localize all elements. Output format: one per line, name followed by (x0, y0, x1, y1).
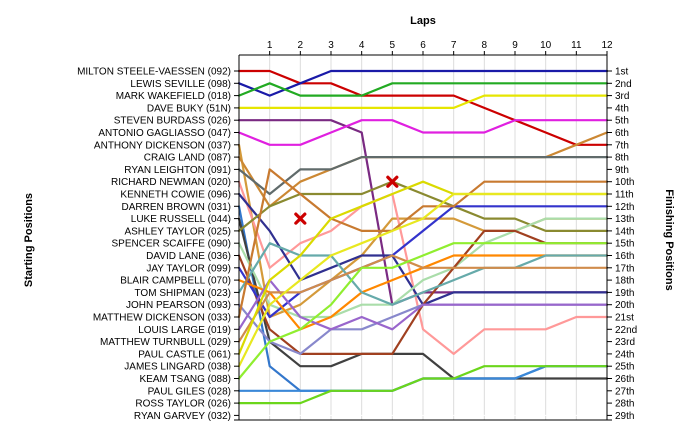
starting-label-15: SPENCER SCAIFFE (090) (112, 239, 231, 250)
starting-label-3: MARK WAKEFIELD (018) (116, 91, 231, 102)
starting-label-18: BLAIR CAMPBELL (070) (120, 276, 231, 287)
finishing-label-21: 21st (615, 313, 634, 324)
y-axis-title-right: Finishing Positions (663, 189, 675, 290)
starting-label-17: JAY TAYLOR (099) (146, 263, 231, 274)
series-layer (237, 69, 609, 416)
starting-label-19: TOM SHIPMAN (023) (135, 288, 232, 299)
x-tick-label-10: 10 (540, 40, 552, 51)
finishing-label-1: 1st (615, 67, 629, 78)
series-line-21 (237, 168, 609, 319)
incident-marker-2 (386, 175, 399, 188)
x-tick-label-5: 5 (390, 40, 396, 51)
finishing-label-29: 29th (615, 411, 634, 422)
starting-label-24: PAUL CASTLE (061) (138, 349, 231, 360)
finishing-label-13: 13th (615, 214, 634, 225)
finishing-label-11: 11th (615, 190, 634, 201)
finishing-label-9: 9th (615, 165, 629, 176)
series-line-6 (237, 119, 609, 146)
series-line-13 (237, 217, 609, 380)
starting-label-14: ASHLEY TAYLOR (025) (124, 226, 231, 237)
finishing-label-3: 3rd (615, 91, 629, 102)
finishing-label-16: 16th (615, 251, 634, 262)
finishing-label-6: 6th (615, 128, 629, 139)
x-axis-title: Laps (410, 15, 436, 27)
finishing-label-23: 23rd (615, 337, 635, 348)
starting-label-25: JAMES LINGARD (038) (124, 362, 231, 373)
marker-layer (294, 175, 399, 225)
starting-label-20: JOHN PEARSON (093) (126, 300, 231, 311)
starting-label-2: LEWIS SEVILLE (098) (130, 79, 231, 90)
finishing-label-24: 24th (615, 349, 634, 360)
starting-label-23: MATTHEW TURNBULL (029) (100, 337, 231, 348)
x-tick-label-11: 11 (571, 40, 582, 51)
x-tick-label-12: 12 (601, 40, 613, 51)
finishing-label-27: 27th (615, 386, 634, 397)
finishing-label-14: 14th (615, 226, 634, 237)
starting-label-8: CRAIG LAND (087) (144, 153, 231, 164)
starting-label-26: KEAM TSANG (088) (139, 374, 231, 385)
x-tick-label-6: 6 (420, 40, 426, 51)
incident-marker-1 (294, 212, 307, 225)
starting-label-11: KENNETH COWIE (096) (120, 190, 231, 201)
finishing-label-22: 22nd (615, 325, 637, 336)
series-line-10 (237, 180, 609, 355)
series-line-28 (237, 365, 609, 405)
finishing-label-15: 15th (615, 239, 634, 250)
finishing-label-18: 18th (615, 276, 634, 287)
starting-label-6: ANTONIO GAGLIASSO (047) (98, 128, 231, 139)
starting-label-27: PAUL GILES (028) (148, 386, 231, 397)
series-line-3 (237, 82, 609, 97)
finishing-label-26: 26th (615, 374, 634, 385)
x-tick-label-3: 3 (328, 40, 334, 51)
finishing-label-25: 25th (615, 362, 634, 373)
series-line-22 (237, 279, 609, 331)
series-line-26 (237, 242, 609, 380)
incident-marker-stroke-b (386, 175, 399, 188)
series-line-25 (237, 192, 609, 368)
finishing-label-7: 7th (615, 140, 629, 151)
finishing-label-17: 17th (615, 263, 634, 274)
series-line-9 (237, 156, 609, 196)
starting-label-16: DAVID LANE (036) (146, 251, 231, 262)
finishing-label-28: 28th (615, 399, 634, 410)
x-tick-label-8: 8 (482, 40, 488, 51)
starting-label-4: DAVE BUKY (51N) (147, 103, 231, 114)
x-tick-label-7: 7 (451, 40, 457, 51)
finishing-label-4: 4th (615, 103, 629, 114)
finishing-label-5: 5th (615, 116, 629, 127)
starting-label-1: MILTON STEELE-VAESSEN (092) (77, 67, 231, 78)
starting-label-9: RYAN LEIGHTON (091) (124, 165, 231, 176)
starting-label-28: ROSS TAYLOR (026) (135, 399, 231, 410)
x-tick-label-1: 1 (267, 40, 273, 51)
finishing-label-10: 10th (615, 177, 634, 188)
series-line-23 (237, 254, 609, 343)
starting-label-13: LUKE RUSSELL (044) (131, 214, 231, 225)
finishing-label-12: 12th (615, 202, 634, 213)
finishing-label-2: 2nd (615, 79, 632, 90)
x-tick-label-9: 9 (512, 40, 518, 51)
finishing-label-19: 19th (615, 288, 634, 299)
starting-label-7: ANTHONY DICKENSON (037) (94, 140, 231, 151)
starting-label-29: RYAN GARVEY (032) (134, 411, 231, 422)
starting-label-22: LOUIS LARGE (019) (138, 325, 231, 336)
series-line-2 (237, 69, 609, 97)
finishing-label-20: 20th (615, 300, 634, 311)
finishing-label-8: 8th (615, 153, 629, 164)
starting-label-5: STEVEN BURDASS (026) (114, 116, 231, 127)
starting-label-10: RICHARD NEWMAN (020) (111, 177, 231, 188)
axis-layer (234, 51, 612, 421)
starting-label-12: DARREN BROWN (031) (122, 202, 231, 213)
series-line-4 (237, 94, 609, 110)
x-tick-label-4: 4 (359, 40, 365, 51)
starting-label-21: MATTHEW DICKENSON (033) (93, 313, 231, 324)
incident-marker-stroke-b (294, 212, 307, 225)
x-tick-label-2: 2 (298, 40, 304, 51)
y-axis-title-left: Starting Positions (23, 193, 35, 287)
